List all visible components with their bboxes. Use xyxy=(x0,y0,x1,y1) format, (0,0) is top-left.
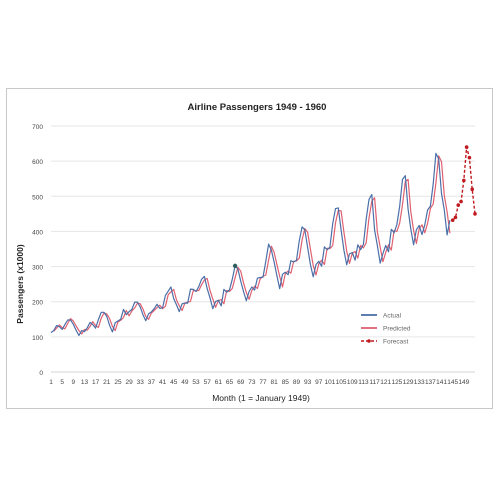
legend-label: Predicted xyxy=(383,326,411,333)
x-tick-label: 89 xyxy=(293,379,301,386)
y-tick-label: 200 xyxy=(32,300,43,307)
forecast-point xyxy=(467,155,472,160)
x-tick-label: 65 xyxy=(226,379,234,386)
series-line-actual xyxy=(50,152,451,337)
x-tick-label: 69 xyxy=(237,379,245,386)
x-axis-ticks: 1 5 9 13 17 21 25 29 33 37 41 45 49 53 57 61 65 69 73 77 81 8… xyxy=(49,379,469,386)
x-tick-label: 77 xyxy=(259,379,267,386)
x-tick-label: 61 xyxy=(215,379,223,386)
x-tick-label: 85 xyxy=(282,379,290,386)
y-tick-label: 0 xyxy=(39,370,43,377)
highlighted-point xyxy=(232,263,238,269)
y-tick-label: 500 xyxy=(32,194,43,201)
x-tick-label: 97 xyxy=(315,379,323,386)
x-tick-label: 21 xyxy=(103,379,111,386)
y-tick-label: 400 xyxy=(32,229,43,236)
x-tick-label: 33 xyxy=(137,379,145,386)
series-line-forecast xyxy=(452,146,476,221)
x-tick-label: 1 xyxy=(49,379,53,386)
x-tick-label: 137 xyxy=(425,379,436,386)
series-lines xyxy=(50,145,477,337)
forecast-point xyxy=(450,218,455,222)
x-tick-label: 5 xyxy=(60,379,64,386)
x-tick-label: 17 xyxy=(92,379,100,386)
x-tick-label: 109 xyxy=(347,379,358,386)
x-tick-label: 81 xyxy=(271,379,279,386)
x-tick-label: 53 xyxy=(192,379,200,386)
x-tick-label: 25 xyxy=(114,379,122,386)
x-tick-label: 117 xyxy=(369,379,380,386)
forecast-point xyxy=(473,212,477,216)
x-tick-label: 105 xyxy=(336,379,347,386)
forecast-point xyxy=(459,199,463,204)
x-tick-label: 29 xyxy=(125,379,133,386)
x-tick-label: 73 xyxy=(248,379,256,386)
gridlines xyxy=(51,125,475,338)
chart-legend: Actual Predicted Forecast xyxy=(361,313,411,346)
x-tick-label: 13 xyxy=(81,379,89,386)
y-tick-label: 600 xyxy=(32,159,43,166)
forecast-point xyxy=(462,178,466,183)
x-tick-label: 121 xyxy=(380,379,391,386)
x-tick-label: 113 xyxy=(358,379,369,386)
x-tick-label: 93 xyxy=(304,379,312,386)
x-tick-label: 41 xyxy=(159,379,167,386)
x-tick-label: 129 xyxy=(403,379,414,386)
x-axis-label: Month (1 = January 1949) xyxy=(212,393,310,403)
x-tick-label: 49 xyxy=(181,379,189,386)
series-line-predicted xyxy=(53,155,451,335)
forecast-point xyxy=(470,187,475,192)
forecast-point xyxy=(456,203,461,207)
legend-label: Forecast xyxy=(383,339,408,346)
x-tick-label: 9 xyxy=(72,379,76,386)
x-tick-label: 45 xyxy=(170,379,178,386)
y-axis-ticks: 0 100 200 300 400 500 600 700 xyxy=(32,124,43,377)
x-tick-label: 133 xyxy=(414,379,425,386)
y-tick-label: 300 xyxy=(32,265,43,272)
y-axis-label: Passengers (x1000) xyxy=(15,244,25,324)
x-tick-label: 57 xyxy=(204,379,212,386)
x-tick-label: 37 xyxy=(148,379,156,386)
chart-title: Airline Passengers 1949 - 1960 xyxy=(188,102,327,113)
x-tick-label: 141 xyxy=(436,379,447,386)
forecast-point xyxy=(464,145,469,149)
line-chart: Airline Passengers 1949 - 1960 0 100 200 30… xyxy=(15,102,477,403)
forecast-point xyxy=(453,215,458,220)
chart-frame: Airline Passengers 1949 - 1960 0 100 200 30… xyxy=(6,88,493,409)
legend-label: Actual xyxy=(383,313,402,320)
x-tick-label: 125 xyxy=(391,379,402,386)
x-tick-label: 101 xyxy=(325,379,336,386)
legend-marker xyxy=(367,339,371,343)
y-tick-label: 700 xyxy=(32,124,43,131)
y-tick-label: 100 xyxy=(32,335,43,342)
x-tick-label: 145 xyxy=(447,379,458,386)
x-tick-label: 149 xyxy=(458,379,469,386)
